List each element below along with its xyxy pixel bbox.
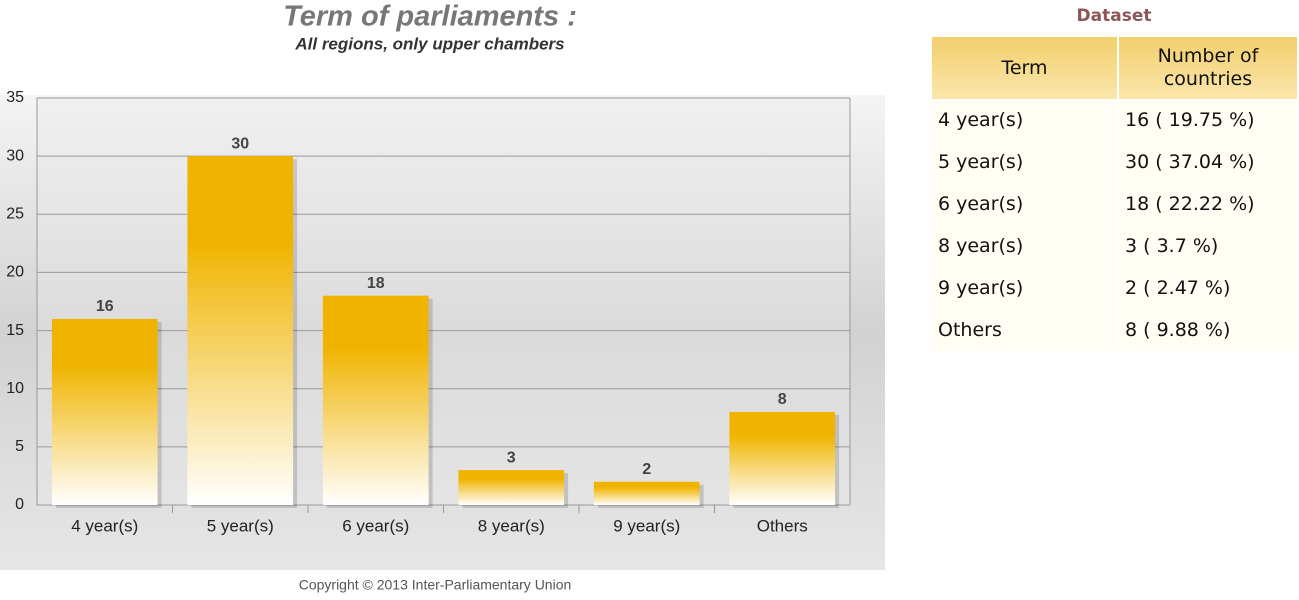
chart-subtitle: All regions, only upper chambers <box>294 34 564 53</box>
y-tick-label: 30 <box>6 147 24 164</box>
y-tick-label: 0 <box>15 496 24 513</box>
table-cell: 4 year(s) <box>932 99 1117 141</box>
value-label: 30 <box>231 135 249 152</box>
header-row: Term Number of countries <box>932 37 1297 99</box>
table-row: 5 year(s) 30 ( 37.04 %) <box>932 141 1297 183</box>
table-cell: 8 year(s) <box>932 225 1117 267</box>
bar <box>322 295 429 505</box>
y-tick-label: 20 <box>6 264 24 281</box>
table-title: Dataset <box>1076 6 1152 26</box>
bar <box>51 318 158 505</box>
x-tick-label: 9 year(s) <box>613 516 680 535</box>
y-tick-label: 10 <box>6 380 24 397</box>
bar <box>458 470 565 505</box>
y-tick-label: 5 <box>15 438 24 455</box>
value-label: 16 <box>96 298 114 315</box>
table-cell: 6 year(s) <box>932 183 1117 225</box>
y-tick-label: 25 <box>6 206 24 223</box>
table-row: 4 year(s) 16 ( 19.75 %) <box>932 99 1297 141</box>
table-cell: 2 ( 2.47 %) <box>1119 267 1297 309</box>
plot-area <box>37 98 850 505</box>
x-tick-label: 8 year(s) <box>478 516 545 535</box>
x-tick-label: Others <box>757 516 808 535</box>
column-header: Term <box>932 37 1117 99</box>
value-label: 8 <box>778 391 787 408</box>
x-tick-label: 6 year(s) <box>342 516 409 535</box>
x-tick-label: 4 year(s) <box>71 516 138 535</box>
value-label: 2 <box>642 461 651 478</box>
table-cell: 18 ( 22.22 %) <box>1119 183 1297 225</box>
table-cell: 5 year(s) <box>932 141 1117 183</box>
y-tick-label: 15 <box>6 322 24 339</box>
table-row: 8 year(s) 3 ( 3.7 %) <box>932 225 1297 267</box>
table-row: 6 year(s) 18 ( 22.22 %) <box>932 183 1297 225</box>
x-tick-label: 5 year(s) <box>207 516 274 535</box>
table-cell: 16 ( 19.75 %) <box>1119 99 1297 141</box>
value-label: 3 <box>507 449 516 466</box>
table-row: Others 8 ( 9.88 %) <box>932 309 1297 351</box>
bar <box>729 411 836 505</box>
source: Copyright © 2013 Inter-Parliamentary Uni… <box>299 577 572 593</box>
chart: Term of parliaments : All regions, only … <box>0 1 885 593</box>
value-label: 18 <box>367 275 385 292</box>
bar <box>187 156 294 505</box>
dataset-table: Term Number of countries 4 year(s) 16 ( 19… <box>930 37 1299 351</box>
table-cell: 30 ( 37.04 %) <box>1119 141 1297 183</box>
table-cell: Others <box>932 309 1117 351</box>
table-row: 9 year(s) 2 ( 2.47 %) <box>932 267 1297 309</box>
table-cell: 8 ( 9.88 %) <box>1119 309 1297 351</box>
y-tick-label: 35 <box>6 89 24 106</box>
table-cell: 3 ( 3.7 %) <box>1119 225 1297 267</box>
column-header: Number of countries <box>1119 37 1297 99</box>
bar <box>593 481 700 505</box>
table-cell: 9 year(s) <box>932 267 1117 309</box>
chart-title: Term of parliaments : <box>283 1 577 33</box>
